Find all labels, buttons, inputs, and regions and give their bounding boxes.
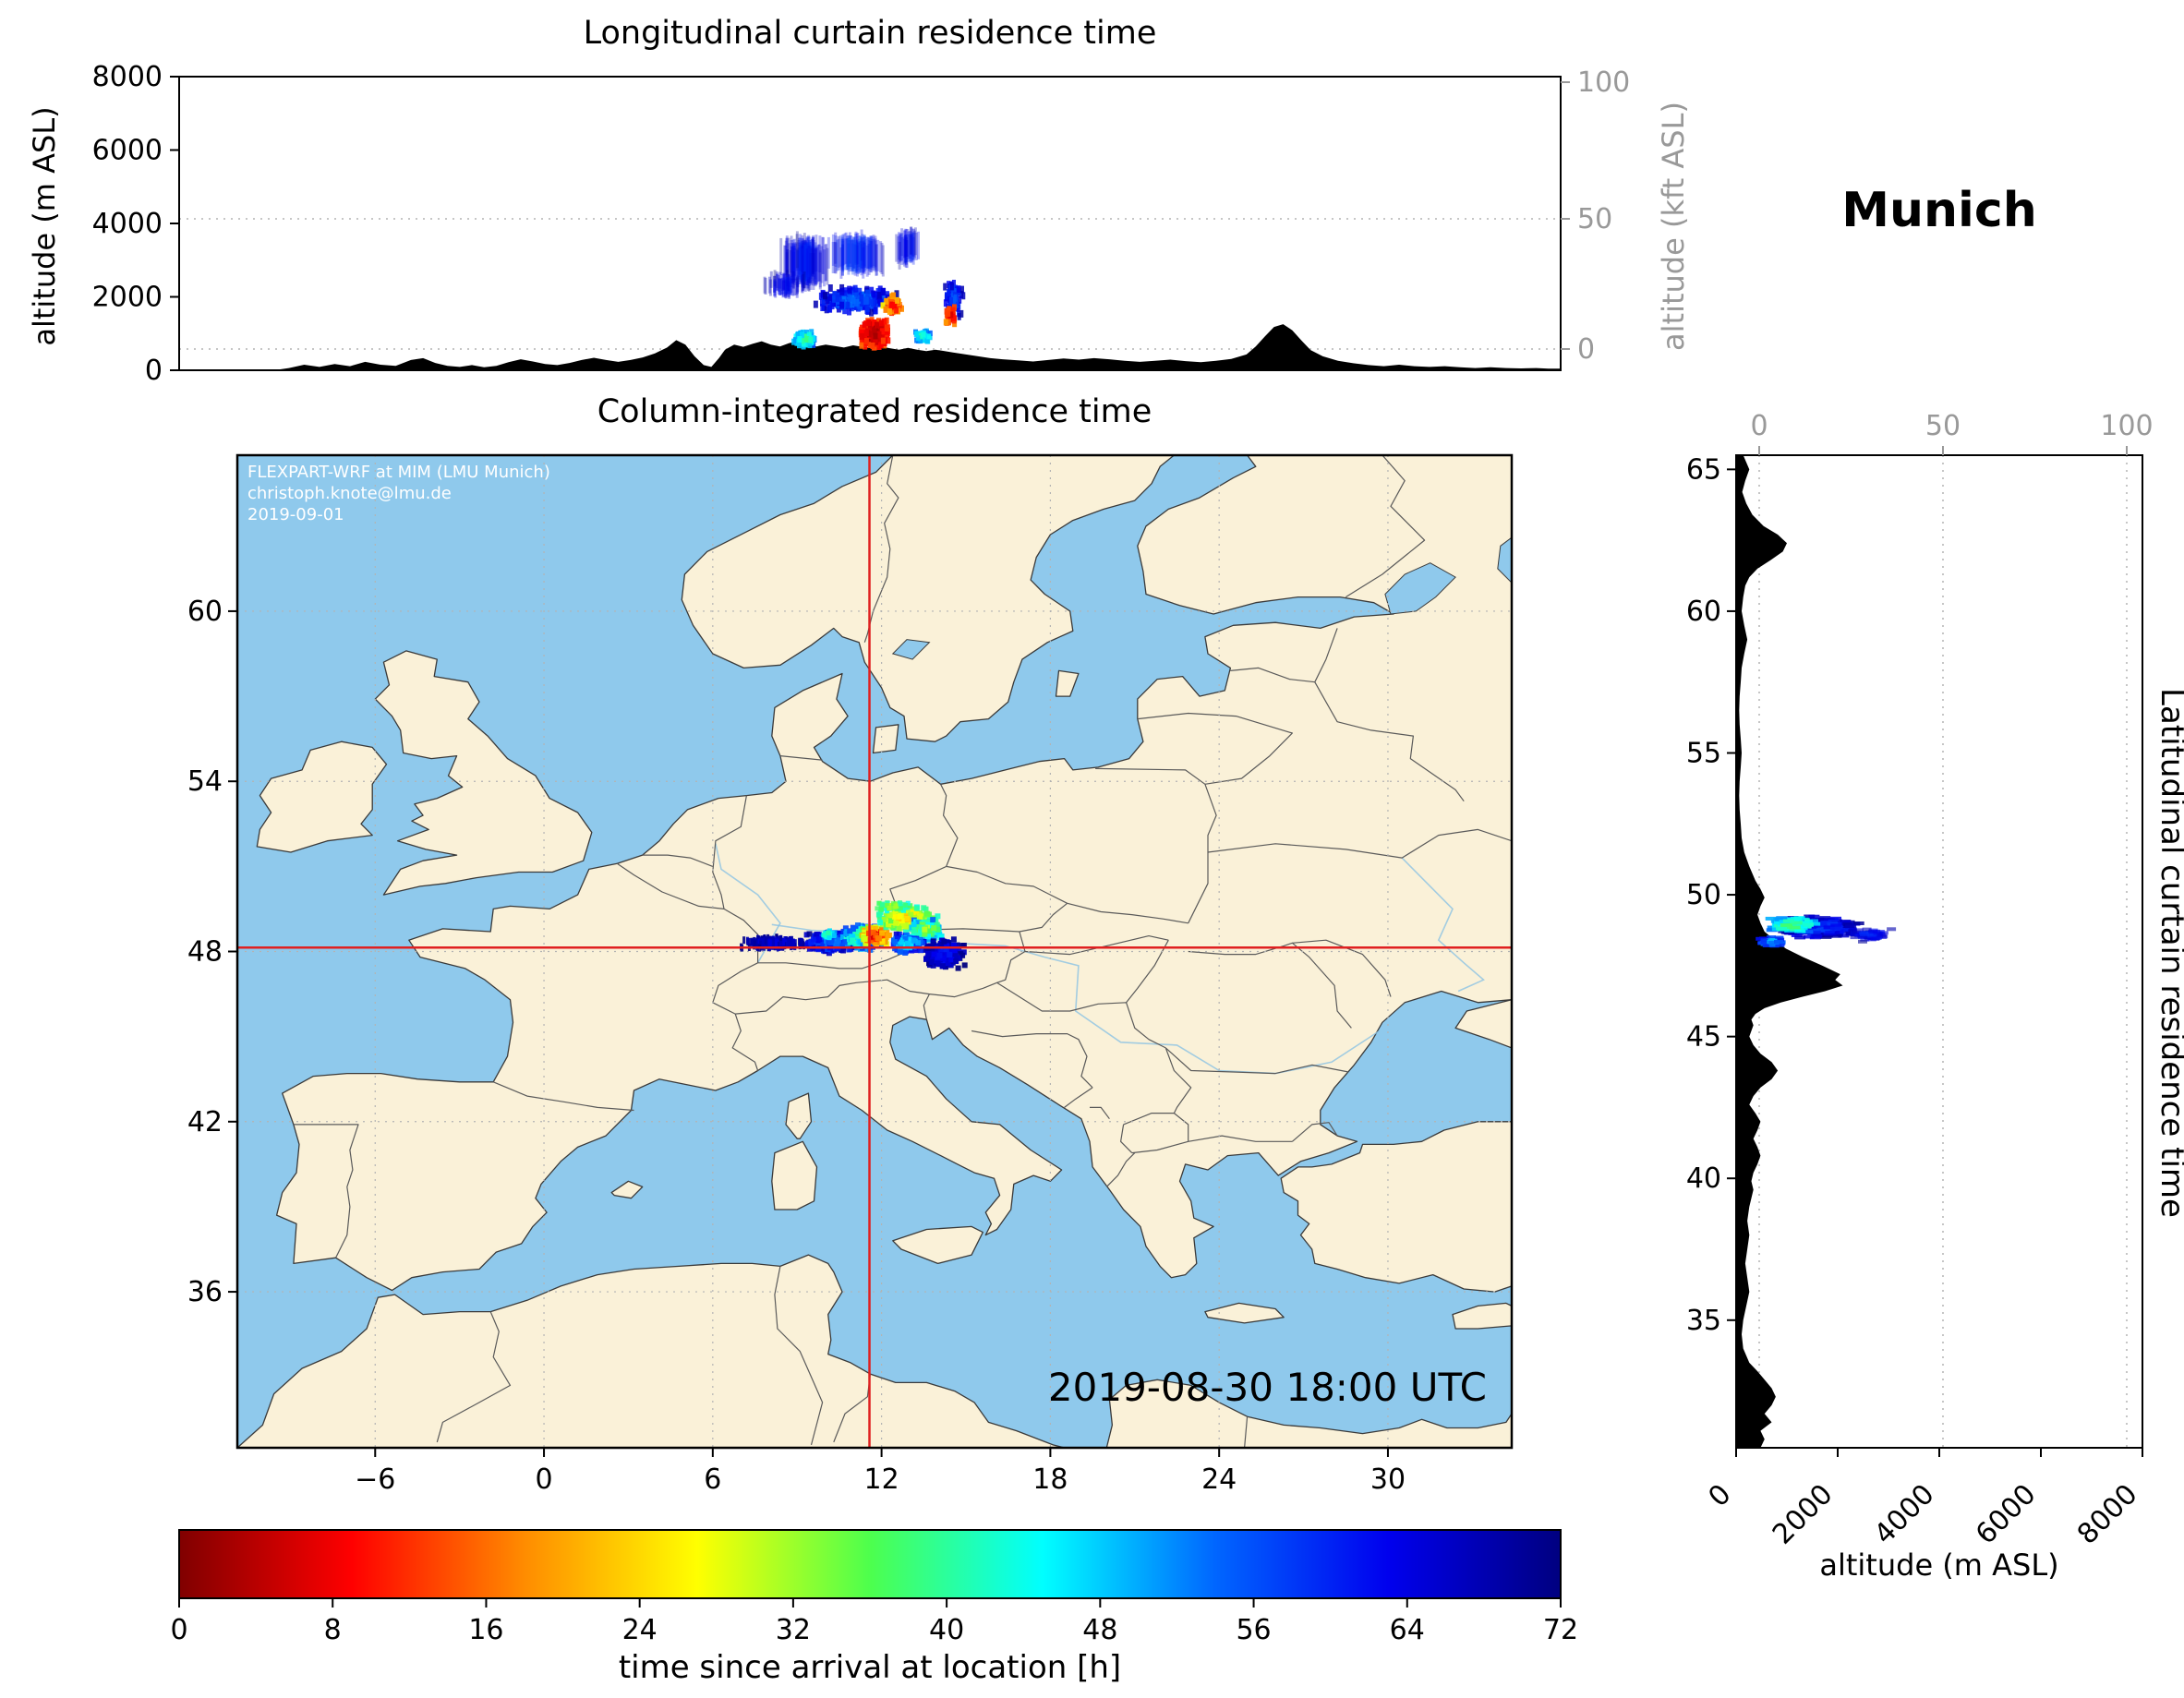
svg-text:72: 72 bbox=[1543, 1614, 1578, 1646]
svg-text:0: 0 bbox=[145, 355, 163, 387]
receptor-crosshair bbox=[237, 455, 1512, 1448]
altitude-m-axis-label: altitude (m ASL) bbox=[27, 106, 62, 346]
watermark: FLEXPART-WRF at MIM (LMU Munich) christo… bbox=[247, 462, 550, 525]
map-panel: −6 0 6 12 18 24 30 36 42 48 54 60 bbox=[187, 453, 1514, 1496]
svg-text:0: 0 bbox=[536, 1463, 553, 1496]
svg-text:56: 56 bbox=[1236, 1614, 1271, 1646]
latitudinal-curtain-panel: 35 40 45 50 55 60 65 0 50 100 0 2000 4000 6000 8000 bbox=[1686, 410, 2154, 1551]
altitude-x-axis-label: altitude (m ASL) bbox=[1819, 1547, 2059, 1583]
latitudinal-curtain-title: Latitudinal curtain residence time bbox=[2154, 688, 2184, 1218]
svg-text:18: 18 bbox=[1032, 1463, 1068, 1496]
map-graticule bbox=[237, 455, 1512, 1448]
latitudinal-plume bbox=[1736, 455, 1897, 1448]
svg-text:6000: 6000 bbox=[92, 135, 163, 167]
svg-text:36: 36 bbox=[187, 1276, 223, 1308]
longitudinal-curtain-title: Longitudinal curtain residence time bbox=[583, 15, 1157, 52]
watermark-line3: 2019-09-01 bbox=[247, 505, 344, 524]
colorbar-label: time since arrival at location [h] bbox=[618, 1649, 1122, 1686]
svg-text:100: 100 bbox=[2100, 410, 2153, 442]
svg-text:8: 8 bbox=[324, 1614, 342, 1646]
svg-text:8000: 8000 bbox=[2071, 1478, 2144, 1551]
longitudinal-plume bbox=[179, 226, 1561, 370]
svg-text:65: 65 bbox=[1686, 453, 1721, 486]
svg-text:100: 100 bbox=[1577, 66, 1630, 99]
watermark-line1: FLEXPART-WRF at MIM (LMU Munich) bbox=[247, 463, 550, 482]
svg-text:32: 32 bbox=[776, 1614, 811, 1646]
svg-text:24: 24 bbox=[622, 1614, 658, 1646]
location-title: Munich bbox=[1841, 183, 2037, 238]
svg-text:40: 40 bbox=[929, 1614, 964, 1646]
svg-text:35: 35 bbox=[1686, 1305, 1721, 1337]
longitudinal-curtain-panel: 0 2000 4000 6000 8000 0 50 100 bbox=[92, 61, 1631, 387]
svg-text:4000: 4000 bbox=[1868, 1478, 1941, 1551]
svg-text:24: 24 bbox=[1201, 1463, 1237, 1496]
svg-text:50: 50 bbox=[1925, 410, 1961, 442]
svg-text:42: 42 bbox=[187, 1106, 223, 1138]
map-land bbox=[237, 455, 1512, 1448]
map-plume bbox=[740, 900, 968, 971]
svg-text:0: 0 bbox=[1577, 333, 1595, 366]
svg-text:4000: 4000 bbox=[92, 208, 163, 240]
svg-text:45: 45 bbox=[1686, 1021, 1721, 1054]
svg-text:48: 48 bbox=[187, 936, 223, 969]
svg-text:0: 0 bbox=[1702, 1478, 1737, 1513]
svg-text:55: 55 bbox=[1686, 738, 1721, 770]
svg-text:30: 30 bbox=[1370, 1463, 1406, 1496]
svg-text:60: 60 bbox=[1686, 596, 1721, 628]
svg-text:0: 0 bbox=[1750, 410, 1768, 442]
svg-text:8000: 8000 bbox=[92, 61, 163, 93]
svg-text:50: 50 bbox=[1577, 203, 1612, 235]
svg-text:64: 64 bbox=[1390, 1614, 1425, 1646]
svg-text:2000: 2000 bbox=[92, 282, 163, 314]
svg-text:54: 54 bbox=[187, 765, 223, 798]
svg-text:6: 6 bbox=[704, 1463, 721, 1496]
map-title: Column-integrated residence time bbox=[597, 393, 1152, 430]
watermark-line2: christoph.knote@lmu.de bbox=[247, 484, 452, 503]
svg-text:6000: 6000 bbox=[1970, 1478, 2043, 1551]
svg-text:48: 48 bbox=[1082, 1614, 1117, 1646]
colorbar: 0 8 16 24 32 40 48 56 64 72 bbox=[170, 1529, 1578, 1646]
svg-text:40: 40 bbox=[1686, 1162, 1721, 1195]
svg-text:60: 60 bbox=[187, 596, 223, 628]
svg-text:2000: 2000 bbox=[1767, 1478, 1840, 1551]
svg-text:16: 16 bbox=[468, 1614, 503, 1646]
timestamp-label: 2019-08-30 18:00 UTC bbox=[1047, 1365, 1487, 1410]
svg-text:0: 0 bbox=[170, 1614, 187, 1646]
map-content bbox=[237, 455, 1512, 1448]
svg-text:50: 50 bbox=[1686, 879, 1721, 911]
svg-text:−6: −6 bbox=[355, 1463, 395, 1496]
svg-text:12: 12 bbox=[864, 1463, 899, 1496]
